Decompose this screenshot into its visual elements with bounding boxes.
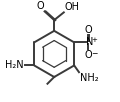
Text: N: N: [86, 37, 93, 47]
Text: NH₂: NH₂: [80, 73, 99, 83]
Text: O: O: [84, 50, 92, 60]
Text: +: +: [91, 37, 97, 43]
Text: −: −: [91, 50, 97, 59]
Text: O: O: [36, 1, 44, 11]
Text: OH: OH: [64, 2, 79, 12]
Text: H₂N: H₂N: [5, 60, 23, 70]
Text: O: O: [84, 25, 92, 35]
